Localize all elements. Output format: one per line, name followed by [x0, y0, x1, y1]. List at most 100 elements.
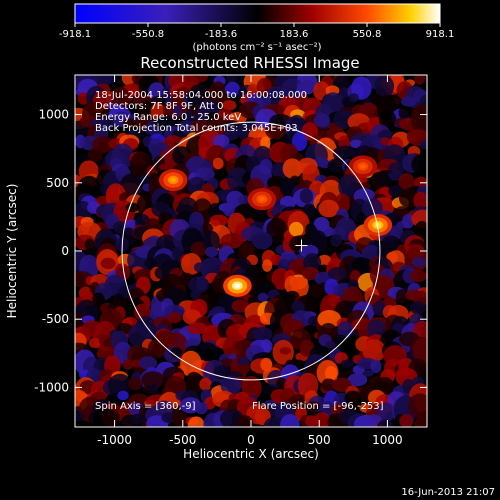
heatmap-blob — [178, 120, 195, 134]
heatmap-blob — [209, 214, 228, 227]
y-tick-label: -1000 — [34, 380, 69, 394]
heatmap-blob — [108, 373, 132, 397]
spin-axis-label: Spin Axis = [360,-9] — [95, 401, 196, 412]
x-tick-label: 500 — [308, 433, 331, 447]
heatmap-blob — [291, 131, 308, 151]
bright-source — [360, 164, 366, 169]
heatmap-blob — [119, 173, 144, 199]
heatmap-blob — [128, 377, 142, 391]
heatmap-blob — [88, 337, 101, 349]
heatmap-blob — [282, 158, 303, 179]
annotation-block: 18-Jul-2004 15:58:04.000 to 16:00:08.000… — [95, 90, 307, 134]
heatmap-blob — [265, 123, 288, 140]
heatmap-blob — [325, 366, 338, 381]
heatmap-blob — [238, 195, 250, 206]
heatmap-blob — [380, 137, 391, 146]
heatmap-blob — [222, 202, 236, 217]
heatmap-blob — [362, 339, 386, 363]
heatmap-blob — [411, 154, 427, 176]
heatmap-blob — [220, 233, 245, 249]
heatmap-blob — [141, 371, 165, 389]
heatmap-blob — [167, 312, 182, 324]
x-tick-label: -500 — [169, 433, 196, 447]
heatmap-blob — [170, 347, 182, 358]
heatmap-blob — [313, 113, 331, 128]
heatmap-blob — [227, 167, 250, 194]
heatmap-blob — [289, 221, 304, 237]
heatmap-blob — [413, 191, 427, 210]
heatmap-blob — [414, 221, 427, 239]
heatmap-blob — [195, 402, 209, 415]
heatmap-texture — [75, 75, 427, 427]
heatmap-blob — [344, 390, 362, 406]
heatmap-blob — [349, 139, 363, 149]
heatmap-blob — [409, 269, 427, 282]
heatmap-blob — [92, 292, 105, 307]
heatmap-blob — [419, 140, 427, 150]
heatmap-blob — [262, 259, 273, 272]
heatmap-blob — [291, 300, 305, 313]
heatmap-blob — [257, 292, 269, 303]
heatmap-blob — [399, 414, 414, 427]
y-tick-label: 500 — [46, 176, 69, 190]
heatmap-sources — [158, 155, 393, 297]
heatmap-blob — [100, 257, 116, 270]
heatmap-blob — [212, 157, 224, 169]
x-tick-label: 1000 — [372, 433, 403, 447]
flare-position-marker — [295, 239, 308, 252]
solar-limb-circle — [121, 121, 381, 381]
heatmap-blob — [237, 356, 250, 366]
y-tick-label: 0 — [61, 244, 69, 258]
heatmap-blob — [266, 217, 288, 243]
heatmap-blob — [318, 199, 340, 218]
heatmap-blob — [187, 416, 205, 427]
heatmap-blob — [77, 175, 101, 200]
heatmap-blob — [398, 106, 412, 120]
heatmap-blob — [225, 81, 240, 97]
heatmap-blob — [279, 347, 291, 355]
heatmap-blob — [365, 414, 382, 425]
heatmap-blob — [117, 390, 129, 401]
heatmap-blob — [223, 126, 240, 141]
heatmap-blob — [172, 105, 183, 117]
heatmap-blob — [277, 258, 290, 271]
annotation-time-range: 18-Jul-2004 15:58:04.000 to 16:00:08.000 — [95, 90, 307, 101]
heatmap-blob — [327, 158, 345, 173]
heatmap-blob — [122, 359, 134, 370]
heatmap-blob — [412, 257, 427, 268]
heatmap-blob — [128, 331, 145, 347]
heatmap-blob — [226, 75, 237, 84]
heatmap-blob — [102, 75, 117, 84]
bright-source — [234, 283, 241, 288]
bright-source — [259, 197, 265, 202]
heatmap-blob — [125, 202, 140, 213]
heatmap-blob — [411, 110, 427, 133]
heatmap-blob — [187, 322, 208, 335]
heatmap-blob — [388, 162, 407, 174]
bright-source — [170, 177, 176, 183]
heatmap-blob — [330, 234, 343, 248]
heatmap-blob — [111, 86, 131, 111]
heatmap-blob — [188, 276, 210, 294]
heatmap-blob — [378, 109, 397, 129]
heatmap-blob — [402, 213, 415, 229]
heatmap-blob — [414, 75, 426, 85]
colorbar-tick-label: 550.8 — [353, 29, 382, 40]
heatmap-blob — [138, 356, 158, 370]
heatmap-blob — [122, 118, 138, 129]
heatmap-blob — [280, 414, 300, 427]
image-area — [75, 75, 427, 427]
heatmap-blob — [388, 185, 404, 197]
heatmap-blob — [231, 299, 249, 313]
heatmap-blob — [325, 340, 336, 349]
colorbar-tick-label: 918.1 — [426, 29, 455, 40]
heatmap-blob — [408, 393, 427, 419]
heatmap-blob — [362, 370, 374, 377]
heatmap-blob — [348, 93, 359, 103]
heatmap-blob — [313, 412, 331, 427]
heatmap-blob — [347, 373, 368, 387]
heatmap-blob — [409, 301, 426, 315]
footer-timestamp: 16-Jun-2013 21:07 — [401, 487, 495, 498]
heatmap-blob — [150, 95, 167, 107]
